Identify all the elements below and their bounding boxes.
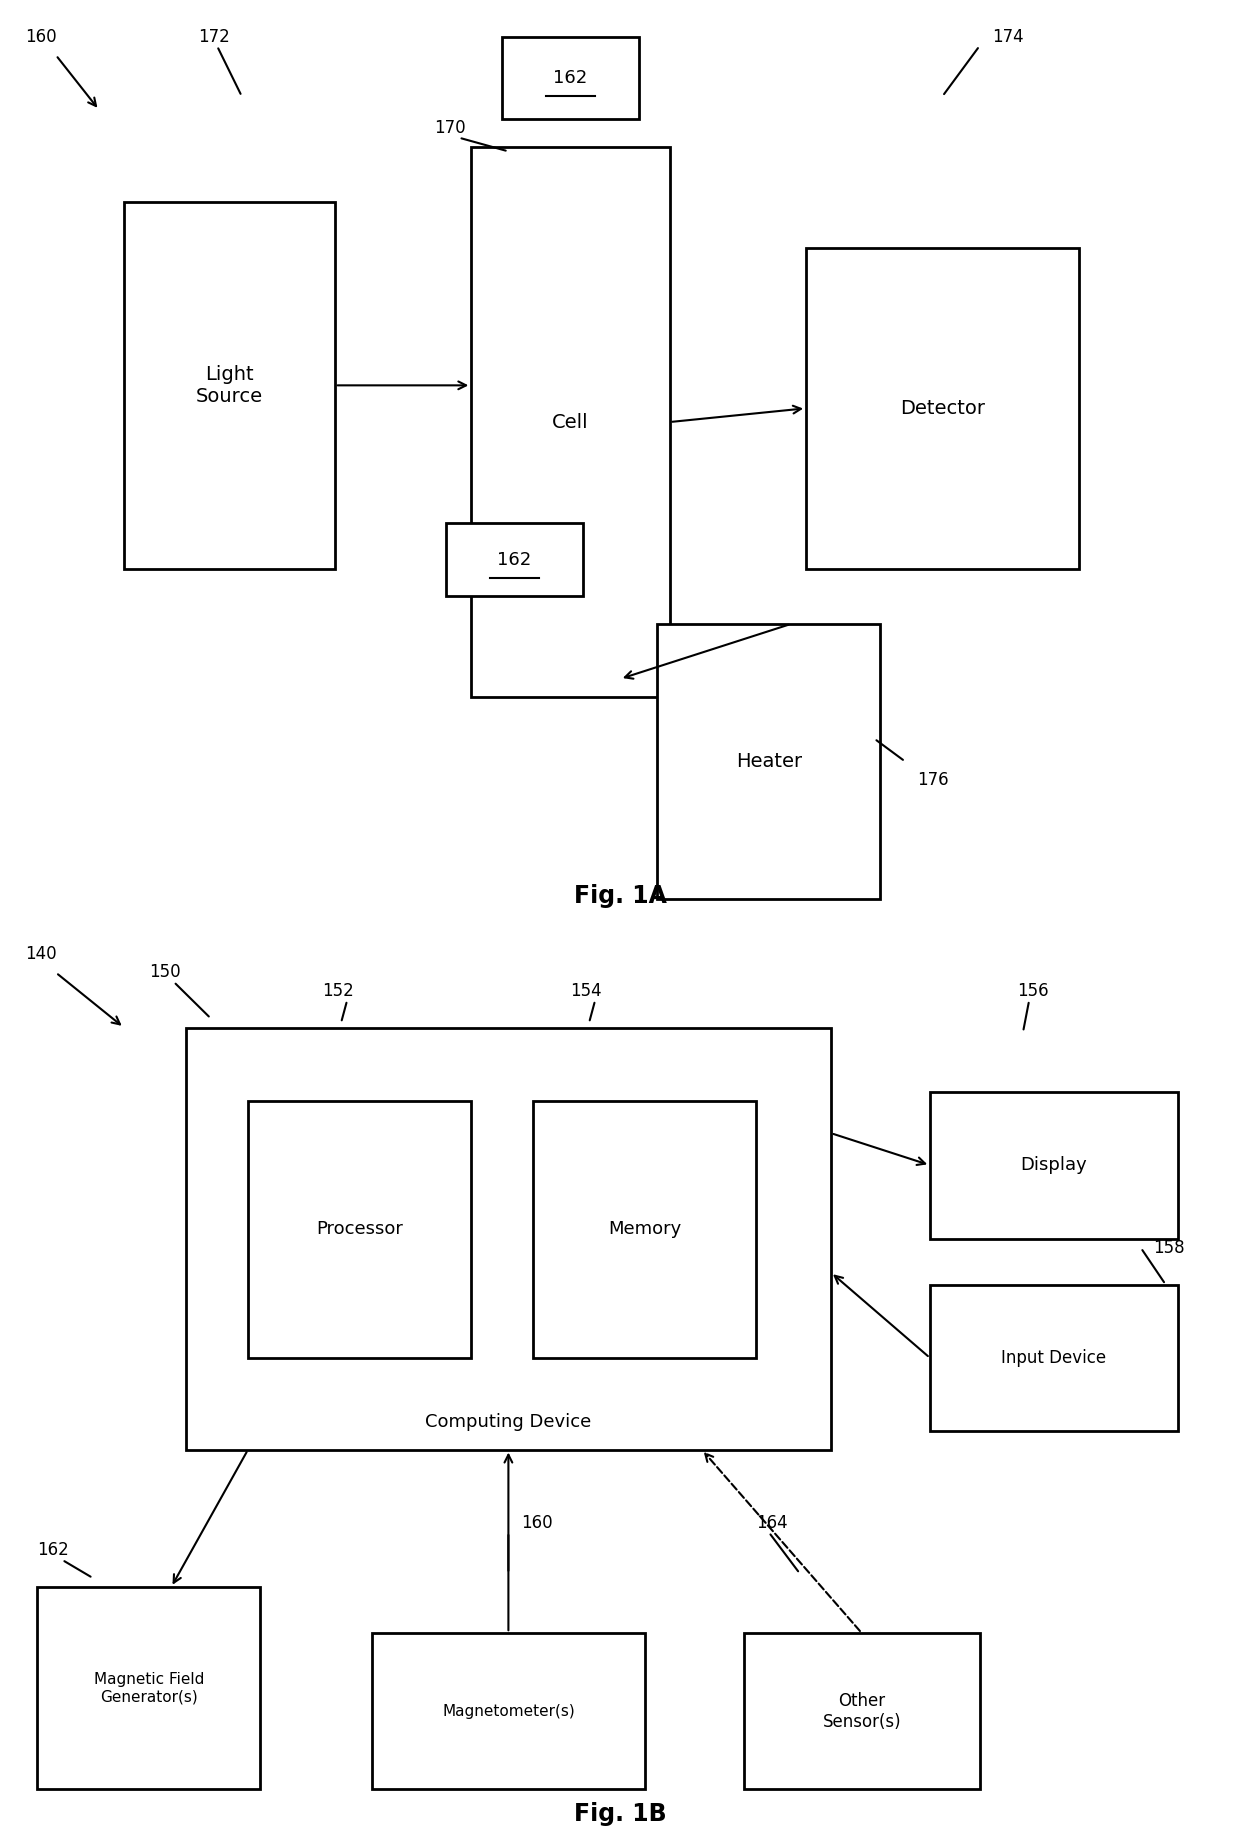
Text: 160: 160 — [25, 28, 57, 46]
Bar — [930, 1092, 1178, 1239]
Bar — [186, 1028, 831, 1450]
Text: Display: Display — [1021, 1156, 1087, 1174]
Bar — [533, 1101, 756, 1358]
Text: 176: 176 — [918, 771, 950, 789]
Bar — [37, 1587, 260, 1789]
Bar — [471, 147, 670, 697]
Bar — [446, 523, 583, 596]
Text: Magnetometer(s): Magnetometer(s) — [441, 1703, 575, 1719]
Text: Light
Source: Light Source — [196, 365, 263, 406]
Bar — [806, 248, 1079, 569]
Text: Processor: Processor — [316, 1220, 403, 1239]
Text: Other
Sensor(s): Other Sensor(s) — [822, 1692, 901, 1730]
Text: 156: 156 — [1017, 982, 1049, 1000]
Text: Cell: Cell — [552, 413, 589, 431]
Bar — [930, 1284, 1178, 1431]
Bar — [657, 624, 880, 899]
Text: Detector: Detector — [900, 398, 985, 418]
Bar — [124, 202, 335, 569]
Bar — [502, 37, 639, 119]
Text: Memory: Memory — [608, 1220, 682, 1239]
Text: 162: 162 — [553, 70, 588, 86]
Text: Magnetic Field
Generator(s): Magnetic Field Generator(s) — [93, 1672, 205, 1705]
Text: 152: 152 — [322, 982, 355, 1000]
Text: 172: 172 — [198, 28, 231, 46]
Text: 150: 150 — [149, 963, 181, 982]
Text: Fig. 1B: Fig. 1B — [574, 1802, 666, 1826]
Text: 164: 164 — [756, 1514, 789, 1532]
Text: 140: 140 — [25, 945, 57, 963]
Text: 154: 154 — [570, 982, 603, 1000]
Text: 174: 174 — [992, 28, 1024, 46]
Text: 170: 170 — [434, 119, 466, 138]
Bar — [744, 1633, 980, 1789]
Text: 160: 160 — [521, 1514, 553, 1532]
Text: 162: 162 — [497, 550, 532, 569]
Text: Fig. 1A: Fig. 1A — [574, 884, 666, 908]
Text: Heater: Heater — [735, 752, 802, 771]
Text: 158: 158 — [1153, 1239, 1185, 1257]
Text: Computing Device: Computing Device — [425, 1413, 591, 1431]
Bar — [248, 1101, 471, 1358]
Bar — [372, 1633, 645, 1789]
Text: 162: 162 — [37, 1541, 69, 1560]
Text: Input Device: Input Device — [1002, 1349, 1106, 1367]
